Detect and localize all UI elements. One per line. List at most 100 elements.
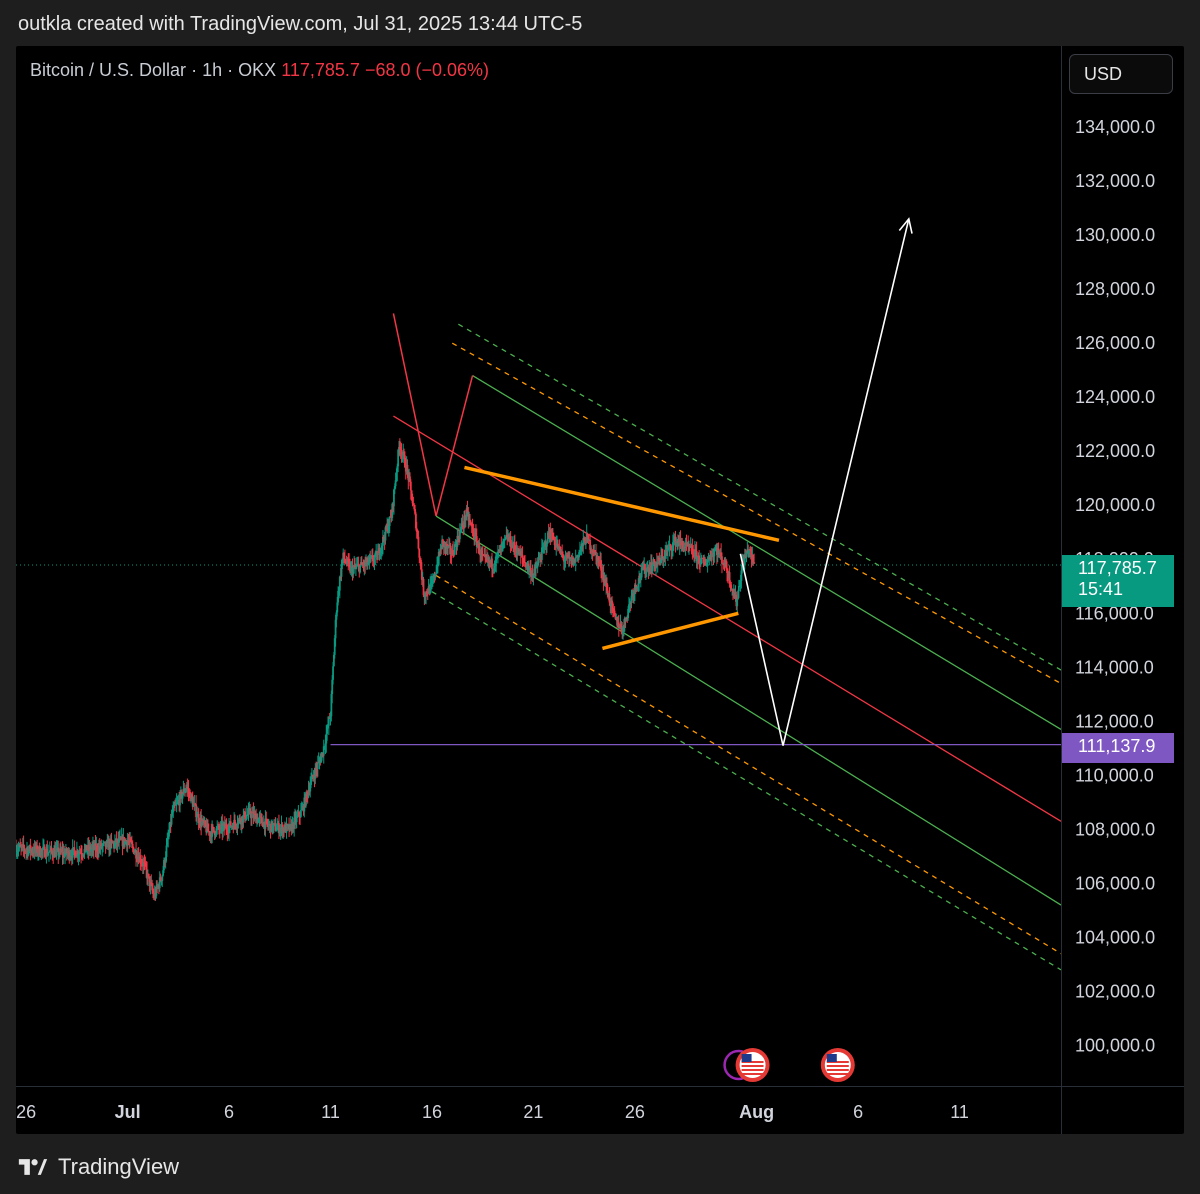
candle-body <box>471 526 474 529</box>
candle-body <box>406 464 409 471</box>
candle-body <box>397 449 400 467</box>
candle-body <box>584 539 586 545</box>
candle-body <box>338 590 340 592</box>
candle-body <box>267 825 270 827</box>
candle-body <box>561 552 564 555</box>
x-tick-label: Aug <box>739 1102 774 1122</box>
candle-body <box>666 548 669 552</box>
candle-body <box>100 843 103 848</box>
candle-body <box>453 544 456 555</box>
candle-body <box>360 562 363 565</box>
time-scale-divider[interactable] <box>16 1086 1184 1087</box>
symbol-legend[interactable]: Bitcoin / U.S. Dollar · 1h · OKX 117,785… <box>30 60 489 81</box>
candle-body <box>307 790 310 796</box>
candle-body <box>128 841 131 843</box>
candle-body <box>589 539 591 550</box>
candle-body <box>355 565 358 568</box>
candle-body <box>432 575 435 582</box>
candle-body <box>669 544 672 546</box>
x-tick-label: 11 <box>950 1102 969 1122</box>
candle-body <box>305 792 307 806</box>
candle-body <box>227 832 230 834</box>
flag-stripe <box>741 1073 764 1075</box>
candle-body <box>114 842 116 847</box>
candle-body <box>720 552 723 557</box>
candle-body <box>627 608 630 619</box>
candle-body <box>678 539 681 547</box>
candle-body <box>527 563 530 571</box>
tradingview-logo-icon <box>18 1159 48 1175</box>
channel-center-line <box>393 415 1061 822</box>
candle-body <box>300 809 303 811</box>
candle-body <box>419 557 422 560</box>
candle-body <box>77 854 80 856</box>
candle-body <box>706 559 709 564</box>
candle-body <box>81 854 84 856</box>
y-tick-label: 122,000.0 <box>1075 441 1155 461</box>
candle-body <box>80 852 83 855</box>
candle-body <box>97 846 100 853</box>
candle-body <box>691 546 694 554</box>
candle-body <box>497 552 499 555</box>
candle-body <box>745 552 748 557</box>
candle-body <box>420 559 422 570</box>
candle-body <box>201 821 203 826</box>
last-price-value: 117,785.7 <box>1078 558 1157 578</box>
candle-body <box>170 814 173 825</box>
currency-button[interactable]: USD <box>1069 54 1173 94</box>
price-chart[interactable]: 100,000.0 102,000.0 104,000.0 106,000.0 108,… <box>16 46 1184 1134</box>
y-tick-label: 110,000.0 <box>1075 765 1154 785</box>
candle-body <box>354 567 357 569</box>
candle-body <box>25 850 28 852</box>
candle-body <box>562 554 564 558</box>
price-scale-divider[interactable] <box>1061 46 1062 1134</box>
candle-body <box>46 848 49 855</box>
candle-body <box>393 486 396 490</box>
candle-body <box>718 553 721 555</box>
candle-body <box>415 528 418 532</box>
candle-body <box>327 717 330 726</box>
candle-body <box>162 870 165 876</box>
candle-body <box>74 851 77 858</box>
candle-body <box>722 563 725 566</box>
candle-body <box>660 555 662 563</box>
y-tick-label: 128,000.0 <box>1075 279 1155 299</box>
candle-body <box>19 845 22 847</box>
candle-body <box>168 831 170 837</box>
separator: · <box>227 60 234 80</box>
horizontal-level-label: 111,137.9 <box>1062 733 1174 763</box>
candle-body <box>521 554 524 558</box>
candle-body <box>620 623 623 628</box>
candle-body <box>582 538 585 546</box>
chart-frame[interactable]: 100,000.0 102,000.0 104,000.0 106,000.0 108,… <box>16 46 1184 1134</box>
last-price-label: 117,785.7 15:41 <box>1062 555 1174 607</box>
y-tick-label: 114,000.0 <box>1075 657 1154 677</box>
candle-body <box>78 852 81 855</box>
channel-outer-upper-green-line <box>458 323 1061 671</box>
triangle-lower-line <box>601 611 739 651</box>
symbol-name: Bitcoin / U.S. Dollar <box>30 60 187 80</box>
flag-stripe <box>826 1061 849 1063</box>
candle-body <box>425 591 427 597</box>
candle-body <box>167 836 170 840</box>
candle-body <box>743 555 746 566</box>
candle-body <box>47 853 50 855</box>
candle-body <box>242 815 245 823</box>
candle-body <box>366 558 369 565</box>
candle-body <box>96 845 99 852</box>
candle-body <box>44 856 47 858</box>
candle-body <box>196 816 198 818</box>
candle-body <box>699 558 702 565</box>
candle-body <box>674 536 677 546</box>
candle-body <box>524 562 526 564</box>
candle-body <box>332 666 334 680</box>
candle-body <box>565 555 568 560</box>
candle-body <box>613 610 616 616</box>
candle-body <box>586 533 589 536</box>
candle-body <box>152 890 154 894</box>
candle-body <box>667 547 670 549</box>
candle-body <box>413 504 416 510</box>
x-tick-label: Jul <box>115 1102 141 1122</box>
candle-body <box>286 824 289 826</box>
y-tick-label: 130,000.0 <box>1075 225 1155 245</box>
